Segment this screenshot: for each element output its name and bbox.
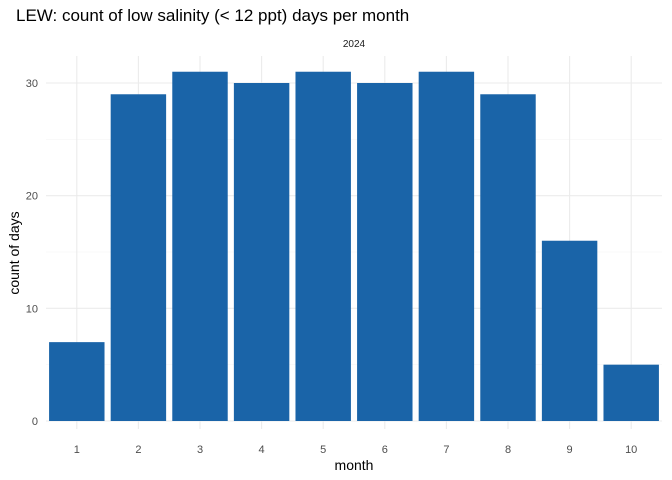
x-tick-label: 7 <box>443 444 449 456</box>
bar <box>110 94 167 422</box>
bars <box>49 71 659 422</box>
bar <box>233 83 290 421</box>
y-tick-label: 10 <box>26 303 38 315</box>
bar <box>172 71 228 421</box>
x-tick-label: 9 <box>567 444 573 456</box>
y-tick-label: 30 <box>26 78 38 90</box>
x-axis-ticks: 1 2 3 4 5 6 7 8 9 10 <box>74 444 638 456</box>
x-tick-label: 5 <box>320 444 326 456</box>
bar <box>418 71 475 421</box>
bar <box>357 83 413 421</box>
x-tick-label: 8 <box>505 444 511 456</box>
x-tick-label: 3 <box>197 444 203 456</box>
x-tick-label: 6 <box>382 444 388 456</box>
bar <box>49 342 105 421</box>
x-tick-label: 1 <box>74 444 80 456</box>
x-tick-label: 4 <box>259 444 265 456</box>
bar <box>541 240 598 421</box>
y-tick-label: 0 <box>32 416 38 428</box>
y-axis-label: count of days <box>6 211 22 294</box>
bar <box>480 94 536 422</box>
x-tick-label: 2 <box>135 444 141 456</box>
bar <box>295 71 351 421</box>
bar <box>603 364 659 421</box>
x-axis-label: month <box>335 457 374 473</box>
chart-title: LEW: count of low salinity (< 12 ppt) da… <box>16 6 409 25</box>
y-axis-ticks: 0 10 20 30 <box>26 78 38 428</box>
x-tick-label: 10 <box>625 444 637 456</box>
facet-label: 2024 <box>343 39 366 50</box>
y-tick-label: 20 <box>26 191 38 203</box>
